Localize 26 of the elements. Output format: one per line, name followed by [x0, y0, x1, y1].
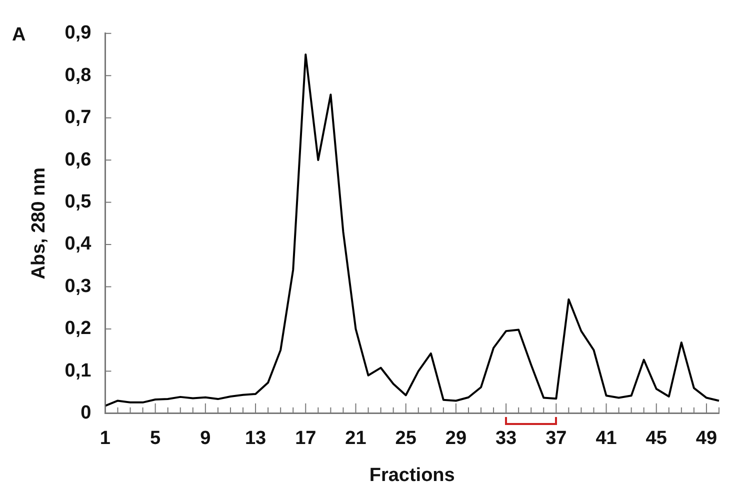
x-tick-label: 41	[596, 428, 618, 450]
y-tick-label: 0,4	[64, 234, 92, 255]
x-tick-label: 9	[200, 428, 211, 450]
x-tick-label: 33	[495, 428, 517, 450]
x-axis-title: Fractions	[369, 464, 455, 486]
y-tick-label: 0,2	[64, 318, 92, 340]
y-tick-label: 0,5	[64, 192, 92, 213]
y-tick-label: 0,3	[64, 276, 92, 297]
x-tick-label: 45	[646, 428, 668, 450]
x-tick-label: 5	[150, 428, 162, 450]
x-tick-label: 1	[100, 428, 111, 450]
y-tick-label: 0	[80, 402, 92, 424]
y-tick-label: 0,8	[64, 64, 92, 86]
x-tick-label: 29	[445, 428, 467, 450]
y-tick-label: 0,1	[64, 360, 92, 382]
y-tick-label: 0,7	[64, 107, 92, 128]
x-tick-label: 49	[696, 428, 718, 450]
x-tick-label: 13	[244, 428, 266, 450]
x-tick-label: 37	[546, 428, 567, 450]
x-tick-label: 21	[345, 428, 367, 450]
x-tick-label: 25	[395, 428, 417, 450]
x-tick-label: 17	[295, 428, 316, 450]
text: A	[12, 24, 26, 46]
y-axis-title: Abs, 280 nm	[28, 167, 50, 280]
y-tick-label: 0,9	[64, 22, 92, 44]
y-tick-label: 0,6	[64, 149, 92, 170]
